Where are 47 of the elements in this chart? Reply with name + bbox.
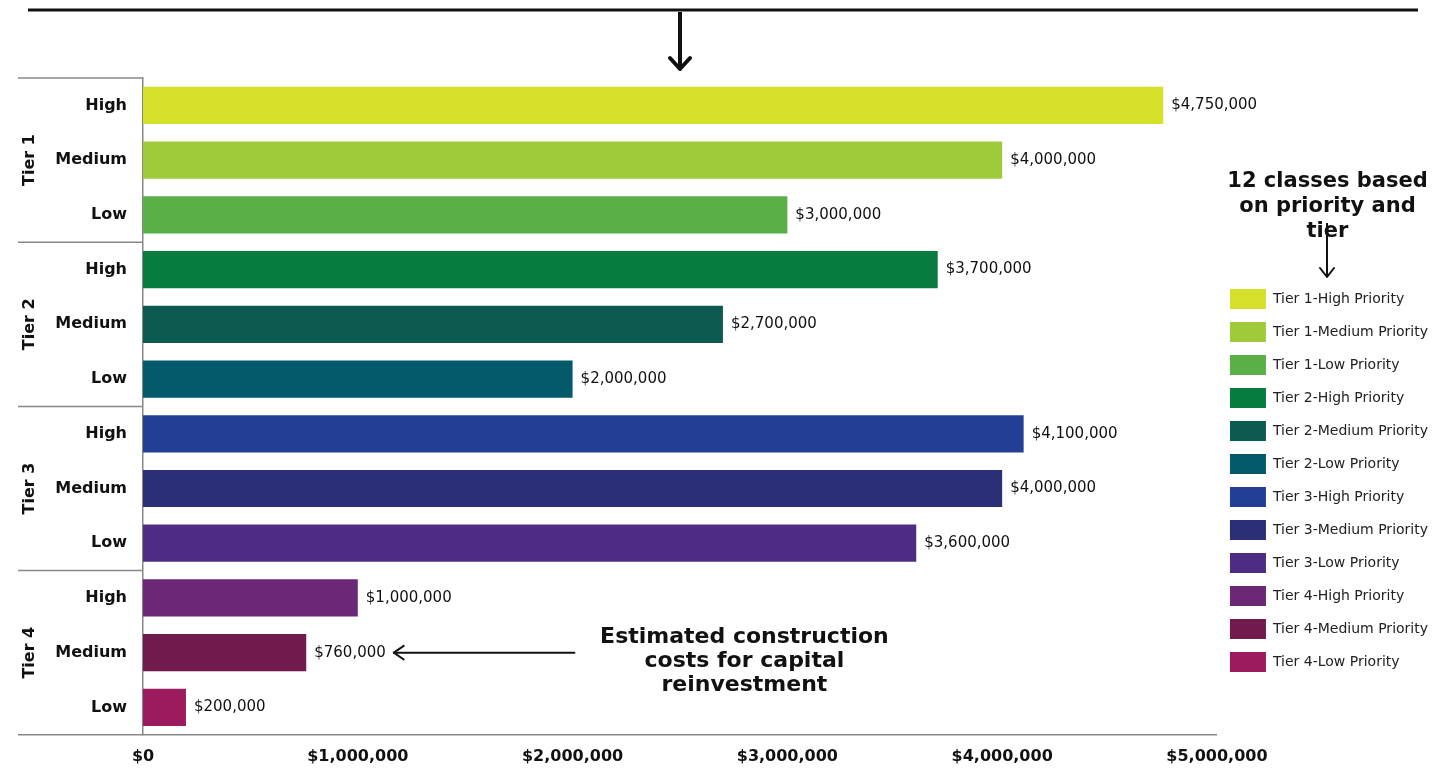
legend-label: Tier 2-High Priority [1271, 388, 1405, 405]
x-tick-label: $5,000,000 [1166, 745, 1268, 765]
legend-label: Tier 1-High Priority [1271, 289, 1405, 306]
y-tick-label: Medium [55, 313, 127, 333]
legend-label: Tier 4-High Priority [1271, 586, 1405, 603]
y-tick-label: Low [91, 696, 128, 716]
annotation: Estimated construction costs for capital reinvestment [600, 623, 889, 697]
x-tick-label: $3,000,000 [736, 745, 838, 765]
y-tick-label: Low [91, 203, 128, 223]
x-tick-label: $0 [131, 745, 155, 765]
legend-label: Tier 3-Low Priority [1271, 553, 1400, 570]
y-tick-label: High [85, 587, 127, 607]
legend-label: Tier 4-Medium Priority [1271, 619, 1428, 636]
legend-label: Tier 2-Medium Priority [1271, 421, 1428, 438]
y-tick-label: High [85, 94, 127, 114]
x-tick-label: $2,000,000 [521, 745, 624, 765]
legend-label: Tier 4-Low Priority [1271, 652, 1400, 669]
text: Tier 4 [19, 626, 39, 679]
text: $4,000,000 [1010, 478, 1097, 497]
text: $760,000 [314, 642, 386, 661]
text: $4,100,000 [1031, 423, 1118, 442]
text: Tier 2 [19, 298, 39, 351]
y-tick-label: Medium [55, 641, 127, 661]
text: $1,000,000 [365, 587, 452, 606]
x-tick-label: $4,000,000 [951, 745, 1053, 765]
text: Tier 1 [19, 134, 39, 187]
legend-label: Tier 1-Low Priority [1271, 355, 1400, 372]
text: $2,000,000 [580, 368, 667, 387]
y-tick-label: Low [91, 532, 128, 552]
text: $4,000,000 [1010, 149, 1097, 168]
text: Tier 3 [19, 462, 39, 515]
text: $3,700,000 [945, 259, 1032, 278]
x-tick-label: $1,000,000 [307, 745, 409, 765]
legend-label: Tier 3-High Priority [1271, 487, 1405, 504]
text: $3,600,000 [924, 533, 1011, 552]
y-tick-label: High [85, 258, 127, 278]
y-tick-label: Medium [55, 149, 127, 169]
text: $3,000,000 [795, 204, 882, 223]
y-tick-label: Low [91, 368, 128, 388]
legend-label: Tier 1-Medium Priority [1271, 322, 1428, 339]
text: $200,000 [193, 697, 266, 716]
legend-label: Tier 2-Low Priority [1271, 454, 1400, 471]
legend-label: Tier 3-Medium Priority [1271, 520, 1428, 537]
text: $4,750,000 [1171, 95, 1258, 114]
y-tick-label: Medium [55, 477, 127, 497]
text: $2,700,000 [730, 314, 817, 333]
y-tick-label: High [85, 422, 127, 442]
